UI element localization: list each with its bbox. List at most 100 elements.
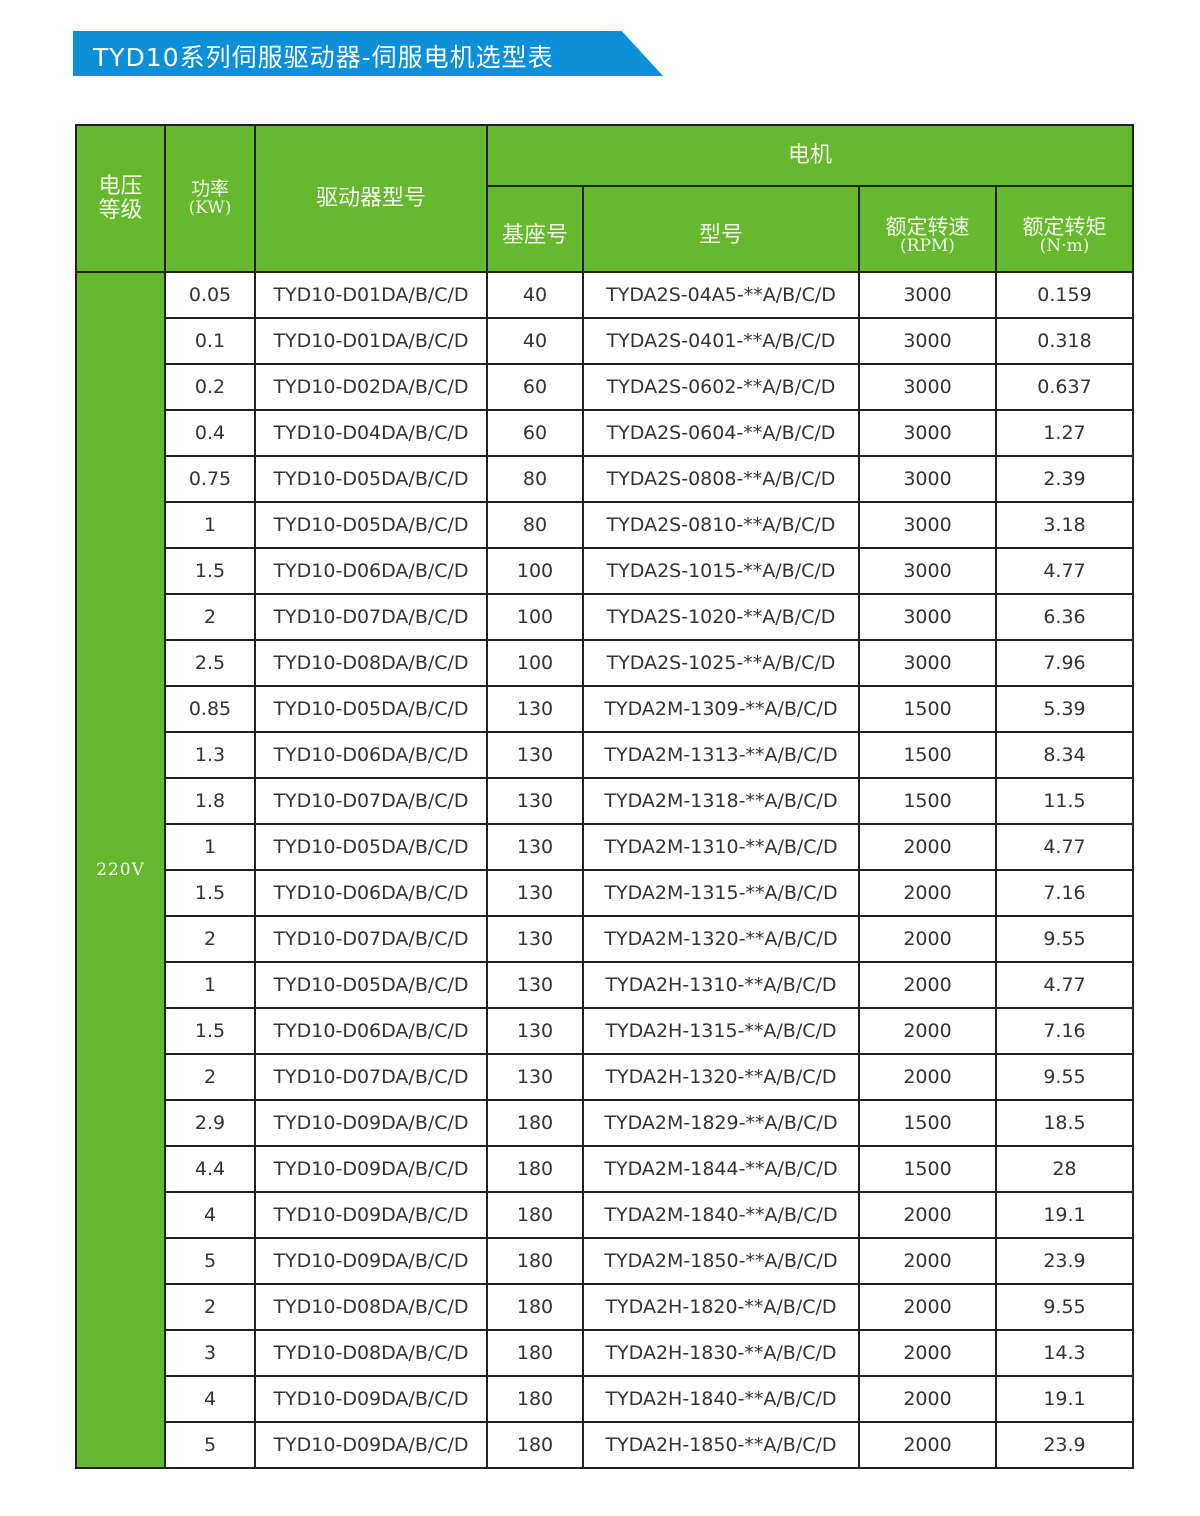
- rated-torque-cell: 0.318: [994, 317, 1135, 365]
- motor-model-cell: TYDA2M-1315-**A/B/C/D: [582, 869, 860, 917]
- motor-model-cell: TYDA2M-1844-**A/B/C/D: [582, 1145, 860, 1193]
- table-row: 1.5 TYD10-D06DA/B/C/D 130 TYDA2M-1315-**A/B…: [76, 869, 1135, 917]
- rated-torque-cell: 14.3: [994, 1329, 1135, 1377]
- driver-model-cell: TYD10-D05DA/B/C/D: [254, 501, 488, 549]
- frame-cell: 130: [486, 731, 584, 779]
- rated-speed-cell: 2000: [858, 1237, 997, 1285]
- rated-speed-cell: 2000: [858, 1375, 997, 1423]
- power-cell: 3: [164, 1329, 256, 1377]
- driver-model-cell: TYD10-D07DA/B/C/D: [254, 1053, 488, 1101]
- frame-cell: 130: [486, 823, 584, 871]
- frame-cell: 180: [486, 1375, 584, 1423]
- frame-cell: 40: [486, 271, 584, 319]
- rated-speed-cell: 2000: [858, 1191, 997, 1239]
- table-row: 0.85 TYD10-D05DA/B/C/D 130 TYDA2M-1309-**A/…: [76, 685, 1135, 733]
- table-row: 1.3 TYD10-D06DA/B/C/D 130 TYDA2M-1313-**A/B…: [76, 731, 1135, 779]
- motor-model-cell: TYDA2S-0602-**A/B/C/D: [582, 363, 860, 411]
- motor-model-cell: TYDA2M-1320-**A/B/C/D: [582, 915, 860, 963]
- selection-table: 电压 等级 功率 (KW) 驱动器型号 电机 基座号 型号 额定转速 (RPM) 额…: [75, 124, 1135, 1469]
- rated-torque-cell: 23.9: [994, 1237, 1135, 1285]
- motor-model-cell: TYDA2S-1025-**A/B/C/D: [582, 639, 860, 687]
- header-speed-label: 额定转速: [885, 215, 970, 240]
- header-power-label: 功率: [190, 177, 229, 200]
- rated-torque-cell: 9.55: [994, 1283, 1135, 1331]
- frame-cell: 180: [486, 1329, 584, 1377]
- driver-model-cell: TYD10-D05DA/B/C/D: [254, 823, 488, 871]
- table-row: 1.8 TYD10-D07DA/B/C/D 130 TYDA2M-1318-**A/B…: [76, 777, 1135, 825]
- motor-model-cell: TYDA2H-1840-**A/B/C/D: [582, 1375, 860, 1423]
- driver-model-cell: TYD10-D01DA/B/C/D: [254, 317, 488, 365]
- title-banner: TYD10系列伺服驱动器-伺服电机选型表: [73, 31, 663, 76]
- motor-model-cell: TYDA2M-1313-**A/B/C/D: [582, 731, 860, 779]
- frame-cell: 60: [486, 363, 584, 411]
- driver-model-cell: TYD10-D09DA/B/C/D: [254, 1375, 488, 1423]
- rated-speed-cell: 2000: [858, 1283, 997, 1331]
- power-cell: 1.5: [164, 869, 256, 917]
- motor-model-cell: TYDA2H-1830-**A/B/C/D: [582, 1329, 860, 1377]
- header-speed-unit: (RPM): [900, 236, 955, 257]
- header-torque: 额定转矩 (N·m): [994, 185, 1135, 273]
- rated-speed-cell: 1500: [858, 731, 997, 779]
- rated-torque-cell: 0.637: [994, 363, 1135, 411]
- rated-torque-cell: 7.16: [994, 1007, 1135, 1055]
- frame-cell: 130: [486, 1007, 584, 1055]
- driver-model-cell: TYD10-D09DA/B/C/D: [254, 1237, 488, 1285]
- table-row: 5 TYD10-D09DA/B/C/D 180 TYDA2H-1850-**A/B/C…: [76, 1421, 1135, 1469]
- header-torque-label: 额定转矩: [1022, 215, 1107, 240]
- frame-cell: 130: [486, 685, 584, 733]
- rated-speed-cell: 2000: [858, 1421, 997, 1469]
- rated-speed-cell: 3000: [858, 501, 997, 549]
- motor-model-cell: TYDA2M-1850-**A/B/C/D: [582, 1237, 860, 1285]
- table-row: 1.5 TYD10-D06DA/B/C/D 100 TYDA2S-1015-**A/B…: [76, 547, 1135, 595]
- motor-model-cell: TYDA2S-1020-**A/B/C/D: [582, 593, 860, 641]
- frame-cell: 130: [486, 915, 584, 963]
- rated-speed-cell: 2000: [858, 1053, 997, 1101]
- rated-speed-cell: 3000: [858, 317, 997, 365]
- rated-torque-cell: 4.77: [994, 547, 1135, 595]
- frame-cell: 100: [486, 639, 584, 687]
- power-cell: 1.8: [164, 777, 256, 825]
- voltage-cell: 220V: [75, 271, 166, 1469]
- power-cell: 0.1: [164, 317, 256, 365]
- table-row: 2.9 TYD10-D09DA/B/C/D 180 TYDA2M-1829-**A/B…: [76, 1099, 1135, 1147]
- header-voltage: 电压 等级: [75, 124, 166, 273]
- motor-model-cell: TYDA2H-1310-**A/B/C/D: [582, 961, 860, 1009]
- frame-cell: 80: [486, 501, 584, 549]
- motor-model-cell: TYDA2S-0604-**A/B/C/D: [582, 409, 860, 457]
- table-row: 3 TYD10-D08DA/B/C/D 180 TYDA2H-1830-**A/B/C…: [76, 1329, 1135, 1377]
- motor-model-cell: TYDA2M-1840-**A/B/C/D: [582, 1191, 860, 1239]
- rated-torque-cell: 7.16: [994, 869, 1135, 917]
- header-speed: 额定转速 (RPM): [858, 185, 997, 273]
- header-model: 型号: [582, 185, 860, 273]
- power-cell: 0.85: [164, 685, 256, 733]
- frame-cell: 40: [486, 317, 584, 365]
- power-cell: 2: [164, 1283, 256, 1331]
- frame-cell: 180: [486, 1099, 584, 1147]
- rated-torque-cell: 6.36: [994, 593, 1135, 641]
- driver-model-cell: TYD10-D09DA/B/C/D: [254, 1421, 488, 1469]
- rated-torque-cell: 1.27: [994, 409, 1135, 457]
- driver-model-cell: TYD10-D07DA/B/C/D: [254, 915, 488, 963]
- table-row: 1.5 TYD10-D06DA/B/C/D 130 TYDA2H-1315-**A/B…: [76, 1007, 1135, 1055]
- header-power: 功率 (KW): [164, 124, 256, 273]
- frame-cell: 180: [486, 1237, 584, 1285]
- rated-speed-cell: 3000: [858, 271, 997, 319]
- power-cell: 0.75: [164, 455, 256, 503]
- rated-torque-cell: 7.96: [994, 639, 1135, 687]
- table-row: 0.75 TYD10-D05DA/B/C/D 80 TYDA2S-0808-**A/B…: [76, 455, 1135, 503]
- power-cell: 1: [164, 501, 256, 549]
- driver-model-cell: TYD10-D09DA/B/C/D: [254, 1099, 488, 1147]
- power-cell: 5: [164, 1237, 256, 1285]
- frame-cell: 100: [486, 593, 584, 641]
- table-row: 2.5 TYD10-D08DA/B/C/D 100 TYDA2S-1025-**A/B…: [76, 639, 1135, 687]
- frame-cell: 80: [486, 455, 584, 503]
- table-row: 2 TYD10-D07DA/B/C/D 130 TYDA2M-1320-**A/B/C…: [76, 915, 1135, 963]
- rated-torque-cell: 5.39: [994, 685, 1135, 733]
- motor-model-cell: TYDA2H-1850-**A/B/C/D: [582, 1421, 860, 1469]
- driver-model-cell: TYD10-D08DA/B/C/D: [254, 1283, 488, 1331]
- rated-torque-cell: 19.1: [994, 1375, 1135, 1423]
- frame-cell: 180: [486, 1421, 584, 1469]
- driver-model-cell: TYD10-D05DA/B/C/D: [254, 961, 488, 1009]
- header-driver: 驱动器型号: [254, 124, 488, 273]
- driver-model-cell: TYD10-D06DA/B/C/D: [254, 547, 488, 595]
